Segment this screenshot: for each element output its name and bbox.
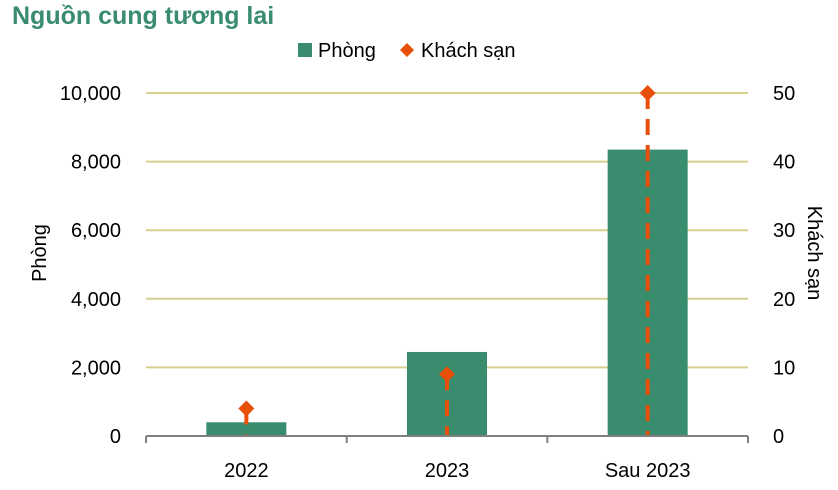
hotel-marker <box>639 85 656 101</box>
right-tick-label: 40 <box>773 152 795 174</box>
bar <box>206 422 287 436</box>
left-tick-label: 0 <box>110 426 121 448</box>
hotel-marker <box>439 366 455 383</box>
x-tick-label: 2023 <box>425 460 470 482</box>
right-tick-label: 50 <box>773 83 795 105</box>
x-tick-label: 2022 <box>224 460 269 482</box>
legend-hotels-marker-icon <box>400 43 414 57</box>
left-tick-label: 10,000 <box>60 83 121 105</box>
bar <box>407 351 487 436</box>
chart-title: Nguồn cung tương lai <box>12 2 275 30</box>
axes: 0 2,000 4,000 6,000 8,000 10,000 0 10 20 30 40 50 20… <box>60 83 795 482</box>
right-tick-label: 10 <box>773 357 795 379</box>
legend: Phòng Khách sạn <box>298 40 516 62</box>
left-tick-label: 4,000 <box>71 289 121 311</box>
left-axis-title: Phòng <box>29 224 51 282</box>
right-tick-label: 20 <box>773 289 795 311</box>
legend-rooms-swatch <box>298 43 312 57</box>
bar-series <box>206 149 688 436</box>
right-tick-label: 0 <box>773 426 784 448</box>
left-tick-label: 8,000 <box>71 152 121 174</box>
legend-hotels-label: Khách sạn <box>421 40 516 62</box>
left-tick-label: 2,000 <box>71 357 121 379</box>
x-tick-label: Sau 2023 <box>605 460 691 482</box>
left-tick-label: 6,000 <box>71 220 121 242</box>
hotel-marker <box>238 400 255 417</box>
legend-rooms-label: Phòng <box>318 40 376 62</box>
right-tick-label: 30 <box>773 220 795 242</box>
right-axis-title: Khách sạn <box>803 206 825 301</box>
marker-series <box>238 85 656 436</box>
